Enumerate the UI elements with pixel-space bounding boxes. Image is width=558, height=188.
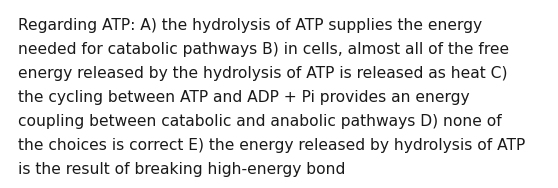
Text: Regarding ATP: A) the hydrolysis of ATP supplies the energy: Regarding ATP: A) the hydrolysis of ATP … xyxy=(18,18,482,33)
Text: is the result of breaking high-energy bond: is the result of breaking high-energy bo… xyxy=(18,162,345,177)
Text: needed for catabolic pathways B) in cells, almost all of the free: needed for catabolic pathways B) in cell… xyxy=(18,42,509,57)
Text: the cycling between ATP and ADP + Pi provides an energy: the cycling between ATP and ADP + Pi pro… xyxy=(18,90,470,105)
Text: coupling between catabolic and anabolic pathways D) none of: coupling between catabolic and anabolic … xyxy=(18,114,502,129)
Text: energy released by the hydrolysis of ATP is released as heat C): energy released by the hydrolysis of ATP… xyxy=(18,66,507,81)
Text: the choices is correct E) the energy released by hydrolysis of ATP: the choices is correct E) the energy rel… xyxy=(18,138,525,153)
